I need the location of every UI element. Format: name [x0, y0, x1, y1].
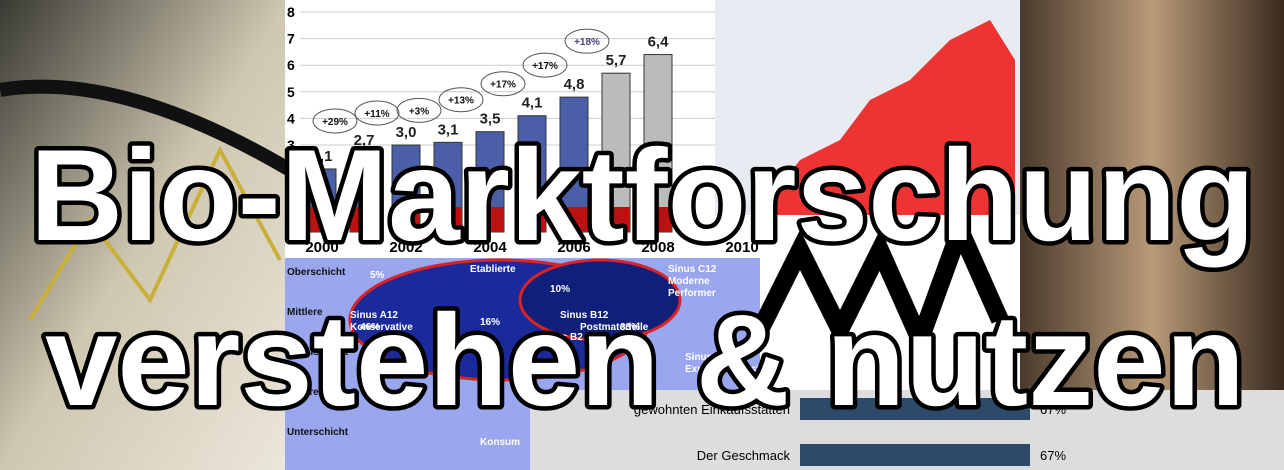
survey-bar: [800, 444, 1030, 466]
growth-label: +17%: [532, 61, 558, 72]
map-label: 5%: [370, 270, 385, 281]
y-tick-label: 8: [287, 4, 295, 20]
survey-label: Der Geschmack: [697, 448, 791, 463]
value-label: 4,1: [522, 95, 543, 112]
map-label: Konsum: [480, 437, 520, 448]
banner: gewohnten Einkaufsstätten 67% Der Geschm…: [0, 0, 1284, 470]
survey-value: 67%: [1040, 448, 1066, 463]
map-axis-label: Oberschicht: [287, 267, 346, 278]
value-label: 4,8: [564, 76, 585, 93]
title-line-1: Bio-Marktforschung: [30, 122, 1255, 268]
y-tick-label: 5: [287, 84, 295, 100]
y-tick-label: 6: [287, 57, 295, 73]
growth-label: +3%: [409, 106, 429, 117]
y-tick-label: 7: [287, 31, 295, 47]
growth-label: +11%: [364, 109, 389, 120]
growth-label: +18%: [574, 37, 600, 48]
map-label: Moderne: [668, 276, 710, 287]
value-label: 6,4: [648, 34, 670, 51]
value-label: 5,7: [606, 52, 627, 69]
growth-label: +13%: [448, 96, 474, 107]
title-line-2: verstehen & nutzen: [45, 287, 1245, 433]
growth-label: +17%: [490, 80, 516, 91]
